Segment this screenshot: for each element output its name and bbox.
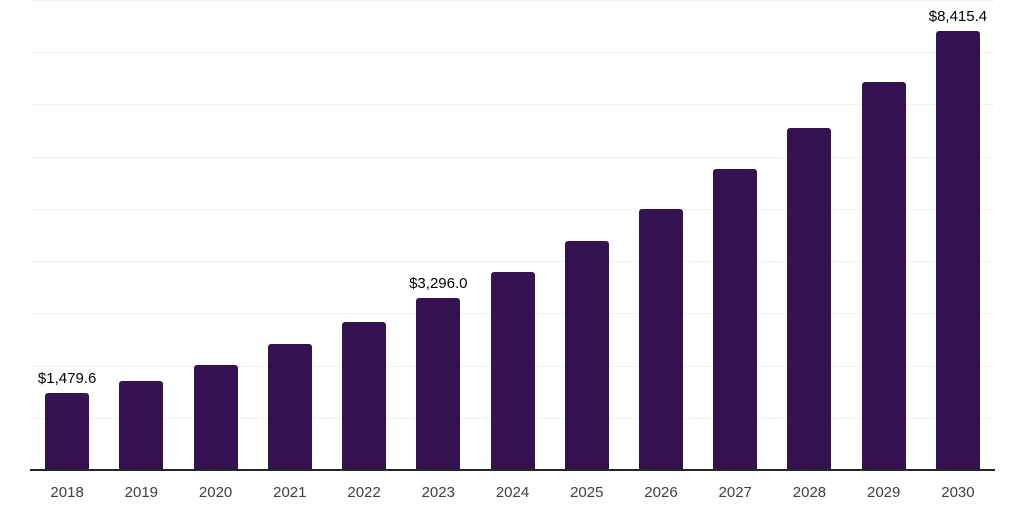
plot-area: $1,479.6 $3,296.0 $8,415.4: [30, 0, 995, 470]
bar-column: $3,296.0: [401, 0, 475, 470]
gridline: [30, 156, 995, 158]
bar-column: [698, 0, 772, 470]
bar: [787, 128, 832, 470]
x-axis-line: [30, 469, 995, 471]
x-tick-label: 2026: [644, 484, 678, 501]
x-tick-label: 2030: [941, 484, 975, 501]
x-tick-label: 2021: [273, 484, 307, 501]
x-tick-label: 2023: [421, 484, 455, 501]
bar-column: [772, 0, 846, 470]
bar-column: $1,479.6: [30, 0, 104, 470]
bar-value-label: $8,415.4: [928, 7, 988, 25]
bar-value-label: $3,296.0: [409, 274, 468, 292]
bar-column: [104, 0, 178, 470]
bar-value-label: $1,479.6: [37, 369, 97, 387]
bar: [638, 208, 683, 470]
bar-column: [624, 0, 698, 470]
bar-column: [550, 0, 624, 470]
x-tick-label: 2020: [198, 484, 233, 501]
x-tick-label: 2019: [124, 484, 159, 501]
x-tick-label: 2027: [718, 484, 752, 501]
gridline: [30, 104, 995, 106]
gridline: [30, 208, 995, 210]
x-tick-label: 2029: [867, 484, 901, 501]
gridline: [30, 52, 995, 54]
bar-column: [327, 0, 401, 470]
bar: [416, 297, 461, 470]
x-axis-labels: 2018 2019 2020 2021 2022 2023 2024 2025 2026 2027…: [30, 484, 995, 501]
bar-column: [475, 0, 549, 470]
x-tick-label: 2018: [50, 484, 84, 501]
bar: [564, 240, 609, 470]
bar: [193, 365, 238, 470]
bar: [490, 271, 535, 470]
bar: [935, 30, 980, 470]
bar: [713, 169, 758, 470]
x-tick-label: 2022: [347, 484, 381, 501]
bar-column: [178, 0, 252, 470]
bars-row: $1,479.6 $3,296.0 $8,415.4: [30, 0, 995, 470]
x-tick-label: 2025: [570, 484, 604, 501]
bar: [267, 343, 312, 470]
gridline: [30, 0, 995, 1]
bar: [119, 380, 164, 470]
x-tick-label: 2024: [495, 484, 530, 501]
bar: [45, 392, 90, 470]
bar: [342, 321, 387, 470]
bar-column: [253, 0, 327, 470]
bar: [861, 82, 906, 470]
bar-column: $8,415.4: [921, 0, 995, 470]
gridline: [30, 261, 995, 263]
x-tick-label: 2028: [792, 484, 827, 501]
bar-column: [847, 0, 921, 470]
